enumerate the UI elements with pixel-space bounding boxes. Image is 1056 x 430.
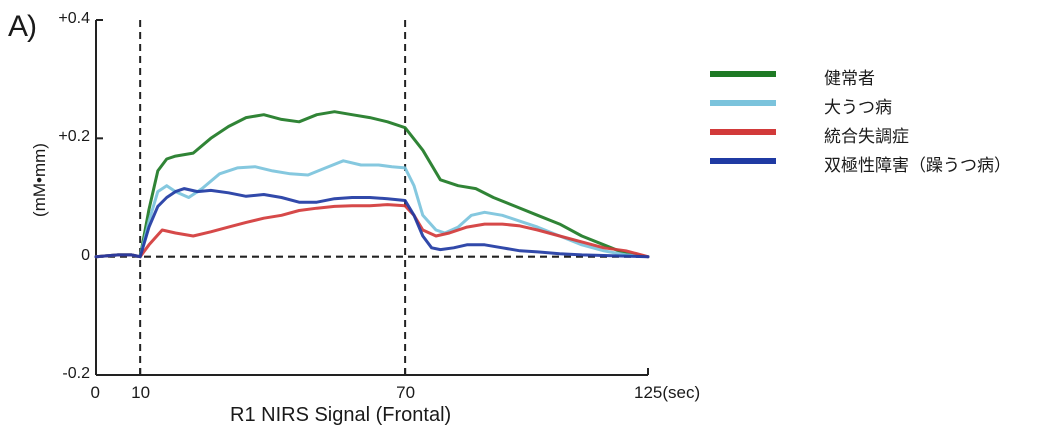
x-tick-label: 0 xyxy=(90,383,100,402)
series-lines xyxy=(94,110,650,259)
legend-label: 健常者 xyxy=(824,69,875,89)
legend-label: 双極性障害（躁うつ病） xyxy=(824,156,1011,176)
x-tick-label: 125(sec) xyxy=(634,383,701,402)
series-line-2 xyxy=(94,203,650,259)
x-tick-label: 10 xyxy=(131,383,151,402)
reference-lines xyxy=(96,20,648,375)
legend-swatch xyxy=(710,158,776,164)
y-axis-label: (mM•mm) xyxy=(30,143,49,217)
legend-label: 統合失調症 xyxy=(824,127,909,147)
series-line-1 xyxy=(94,159,650,259)
legend-label: 大うつ病 xyxy=(824,98,892,118)
y-tick-label: 0 xyxy=(81,246,90,264)
y-tick-label: +0.4 xyxy=(58,10,90,27)
x-axis-label: R1 NIRS Signal (Frontal) xyxy=(230,404,452,426)
legend-swatch xyxy=(710,129,776,135)
series-line-3 xyxy=(94,187,650,259)
legend-swatch xyxy=(710,71,776,77)
panel-label: A) xyxy=(8,10,37,43)
y-tick-label: +0.2 xyxy=(58,128,90,146)
legend-swatch xyxy=(710,100,776,106)
series-line-0 xyxy=(94,110,650,259)
y-tick-label: -0.2 xyxy=(62,365,90,382)
x-tick-label: 70 xyxy=(396,383,416,402)
